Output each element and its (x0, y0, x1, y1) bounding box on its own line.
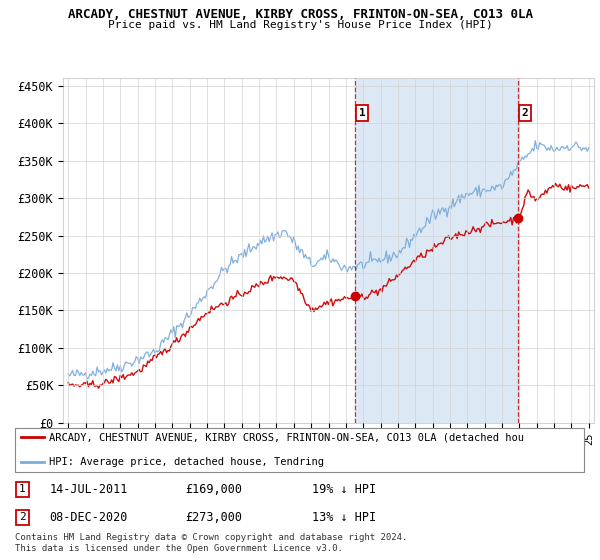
Text: 2: 2 (19, 512, 26, 522)
Text: 19% ↓ HPI: 19% ↓ HPI (311, 483, 376, 496)
FancyBboxPatch shape (15, 428, 584, 472)
Text: 13% ↓ HPI: 13% ↓ HPI (311, 511, 376, 524)
Text: ARCADY, CHESTNUT AVENUE, KIRBY CROSS, FRINTON-ON-SEA, CO13 0LA (detached hou: ARCADY, CHESTNUT AVENUE, KIRBY CROSS, FR… (49, 432, 524, 442)
Text: 1: 1 (19, 484, 26, 494)
Text: 14-JUL-2011: 14-JUL-2011 (49, 483, 128, 496)
Text: ARCADY, CHESTNUT AVENUE, KIRBY CROSS, FRINTON-ON-SEA, CO13 0LA: ARCADY, CHESTNUT AVENUE, KIRBY CROSS, FR… (67, 8, 533, 21)
Text: £273,000: £273,000 (185, 511, 242, 524)
Text: 1: 1 (359, 108, 365, 118)
Text: HPI: Average price, detached house, Tendring: HPI: Average price, detached house, Tend… (49, 457, 325, 466)
Text: 08-DEC-2020: 08-DEC-2020 (49, 511, 128, 524)
Text: Price paid vs. HM Land Registry's House Price Index (HPI): Price paid vs. HM Land Registry's House … (107, 20, 493, 30)
Text: Contains HM Land Registry data © Crown copyright and database right 2024.
This d: Contains HM Land Registry data © Crown c… (15, 533, 407, 553)
Text: 2: 2 (521, 108, 528, 118)
Text: £169,000: £169,000 (185, 483, 242, 496)
Bar (355, 78, 518, 423)
